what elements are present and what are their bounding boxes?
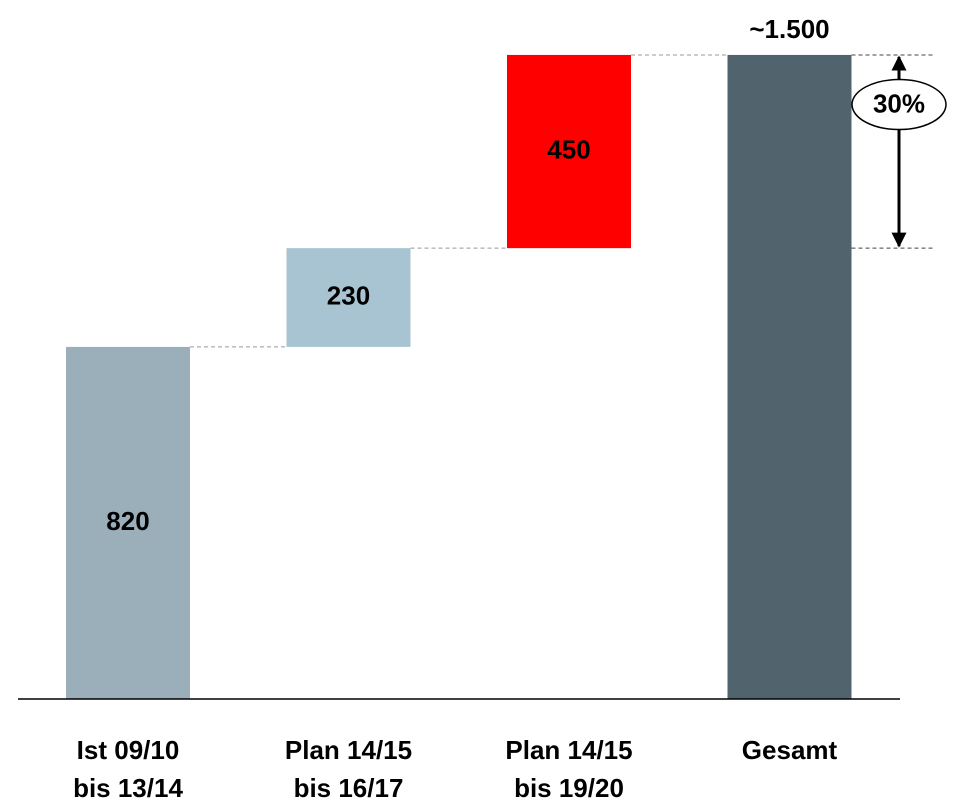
- x-tick-label: bis 19/20: [514, 773, 624, 803]
- value-label: 230: [327, 280, 370, 310]
- value-label: ~1.500: [749, 14, 829, 44]
- annotation-bubble: [851, 78, 947, 131]
- x-tick-label: bis 13/14: [73, 773, 183, 803]
- x-tick-label: Plan 14/15: [285, 735, 412, 765]
- value-label: 820: [106, 506, 149, 536]
- x-tick-label: bis 16/17: [294, 773, 404, 803]
- x-tick-label: Ist 09/10: [77, 735, 180, 765]
- bar: [66, 346, 190, 699]
- bar: [727, 54, 852, 699]
- annotation: 30%: [873, 88, 925, 118]
- bar: [286, 248, 411, 347]
- bar: [507, 54, 631, 249]
- x-tick-label: Plan 14/15: [505, 735, 632, 765]
- x-tick-label: Gesamt: [742, 735, 838, 765]
- value-label: 450: [547, 134, 590, 164]
